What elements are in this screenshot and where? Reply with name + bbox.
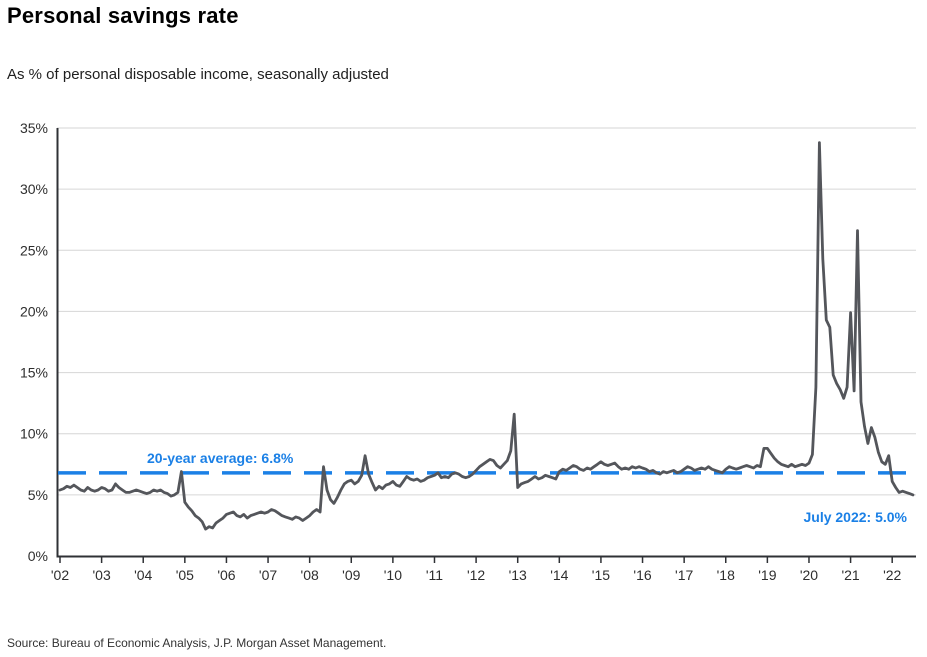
x-tick-label: '05 <box>176 567 194 583</box>
x-tick-label: '13 <box>509 567 527 583</box>
source-note: Source: Bureau of Economic Analysis, J.P… <box>7 636 387 650</box>
savings-rate-series-line <box>58 141 915 531</box>
y-tick-label: 20% <box>20 303 48 319</box>
latest-point-annotation: July 2022: 5.0% <box>803 509 907 525</box>
x-tick-label: '15 <box>592 567 610 583</box>
y-tick-label: 5% <box>28 487 48 503</box>
y-tick-label: 30% <box>20 181 48 197</box>
y-tick-label: 10% <box>20 426 48 442</box>
x-tick-label: '03 <box>92 567 110 583</box>
page-subtitle: As % of personal disposable income, seas… <box>7 66 389 83</box>
y-tick-label: 15% <box>20 365 48 381</box>
y-tick-label: 25% <box>20 242 48 258</box>
x-tick-label: '22 <box>883 567 901 583</box>
x-tick-label: '18 <box>717 567 735 583</box>
x-tick-label: '17 <box>675 567 693 583</box>
x-tick-label: '09 <box>342 567 360 583</box>
page-title: Personal savings rate <box>7 3 239 28</box>
y-tick-label: 35% <box>20 120 48 136</box>
x-tick-label: '08 <box>301 567 319 583</box>
x-tick-label: '16 <box>633 567 651 583</box>
x-tick-label: '04 <box>134 567 152 583</box>
average-line-annotation: 20-year average: 6.8% <box>147 450 294 466</box>
x-tick-label: '19 <box>758 567 776 583</box>
x-tick-label: '10 <box>384 567 402 583</box>
x-tick-label: '12 <box>467 567 485 583</box>
x-tick-label: '20 <box>800 567 818 583</box>
x-tick-label: '11 <box>426 567 443 583</box>
x-tick-label: '14 <box>550 567 568 583</box>
x-tick-label: '07 <box>259 567 277 583</box>
y-tick-label: 0% <box>28 548 48 564</box>
x-tick-label: '21 <box>841 567 859 583</box>
x-tick-label: '06 <box>217 567 235 583</box>
x-tick-label: '02 <box>51 567 69 583</box>
